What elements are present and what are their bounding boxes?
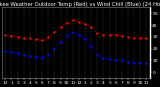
Title: Milwaukee Weather Outdoor Temp (Red) vs Wind Chill (Blue) (24 Hours): Milwaukee Weather Outdoor Temp (Red) vs … [0,2,160,7]
